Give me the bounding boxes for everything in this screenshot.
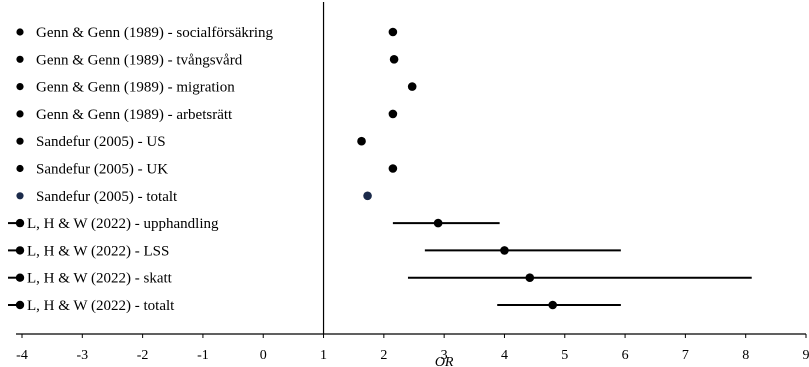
row-label: Genn & Genn (1989) - tvångsvård bbox=[36, 52, 243, 68]
x-tick-label: 9 bbox=[803, 348, 809, 363]
x-tick-label: -2 bbox=[137, 348, 149, 363]
x-tick-label: 0 bbox=[260, 348, 267, 363]
forest-row: Genn & Genn (1989) - arbetsrätt bbox=[16, 107, 398, 123]
x-tick-label: -1 bbox=[197, 348, 209, 363]
x-tick-label: 4 bbox=[501, 348, 508, 363]
forest-row: L, H & W (2022) - skatt bbox=[8, 271, 752, 287]
legend-marker bbox=[15, 273, 25, 282]
forest-row: Genn & Genn (1989) - tvångsvård bbox=[16, 52, 399, 68]
or-point bbox=[525, 273, 535, 283]
forest-row: Genn & Genn (1989) - migration bbox=[16, 80, 417, 96]
row-label: Genn & Genn (1989) - migration bbox=[36, 80, 235, 96]
x-tick-label: 8 bbox=[742, 348, 749, 363]
or-point bbox=[388, 164, 398, 173]
forest-row: Sandefur (2005) - totalt bbox=[16, 189, 372, 205]
forest-row: L, H & W (2022) - LSS bbox=[8, 243, 621, 259]
row-label: Sandefur (2005) - totalt bbox=[36, 189, 178, 205]
legend-marker bbox=[16, 164, 24, 173]
forest-row: L, H & W (2022) - upphandling bbox=[8, 216, 500, 232]
or-point bbox=[388, 27, 398, 37]
row-label: L, H & W (2022) - LSS bbox=[27, 243, 169, 259]
rows-group: Genn & Genn (1989) - socialförsäkring Gen… bbox=[8, 25, 752, 314]
legend-marker bbox=[16, 110, 24, 118]
row-label: Genn & Genn (1989) - socialförsäkring bbox=[36, 25, 274, 41]
or-point bbox=[433, 218, 443, 228]
row-label: Sandefur (2005) - UK bbox=[36, 162, 168, 178]
row-label: Genn & Genn (1989) - arbetsrätt bbox=[36, 107, 233, 123]
legend-marker bbox=[16, 137, 24, 145]
x-tick-label: 6 bbox=[622, 348, 629, 363]
legend-marker bbox=[15, 218, 25, 228]
or-point bbox=[357, 136, 366, 146]
forest-row: Sandefur (2005) - UK bbox=[16, 162, 398, 178]
or-point bbox=[363, 191, 372, 201]
x-tick-label: -3 bbox=[76, 348, 88, 363]
x-tick-label: 5 bbox=[561, 348, 568, 363]
or-point bbox=[500, 246, 509, 255]
row-label: Sandefur (2005) - US bbox=[36, 134, 166, 150]
forest-row: Sandefur (2005) - US bbox=[16, 134, 366, 150]
forest-row: Genn & Genn (1989) - socialförsäkring bbox=[16, 25, 398, 41]
legend-marker bbox=[16, 55, 24, 63]
ticks-group: -4 -3 -2 -1 0 1 2 3 4 5 6 7 8 9 bbox=[16, 334, 809, 363]
x-tick-label: 3 bbox=[441, 348, 448, 363]
or-point bbox=[407, 82, 417, 91]
row-label: L, H & W (2022) - totalt bbox=[27, 298, 175, 314]
x-axis-label: OR bbox=[435, 355, 454, 367]
legend-marker bbox=[15, 246, 25, 255]
x-tick-label: -4 bbox=[16, 348, 28, 363]
x-tick-label: 7 bbox=[682, 348, 689, 363]
x-tick-label: 1 bbox=[320, 348, 327, 363]
legend-marker bbox=[16, 192, 24, 200]
legend-marker bbox=[16, 83, 24, 91]
or-point bbox=[388, 109, 398, 119]
row-label: L, H & W (2022) - skatt bbox=[27, 271, 173, 287]
x-tick-label: 2 bbox=[380, 348, 387, 363]
legend-marker bbox=[15, 300, 25, 310]
or-point bbox=[548, 300, 558, 310]
legend-marker bbox=[16, 28, 24, 36]
row-label: L, H & W (2022) - upphandling bbox=[27, 216, 219, 232]
or-point bbox=[389, 55, 399, 64]
forest-row: L, H & W (2022) - totalt bbox=[8, 298, 621, 314]
